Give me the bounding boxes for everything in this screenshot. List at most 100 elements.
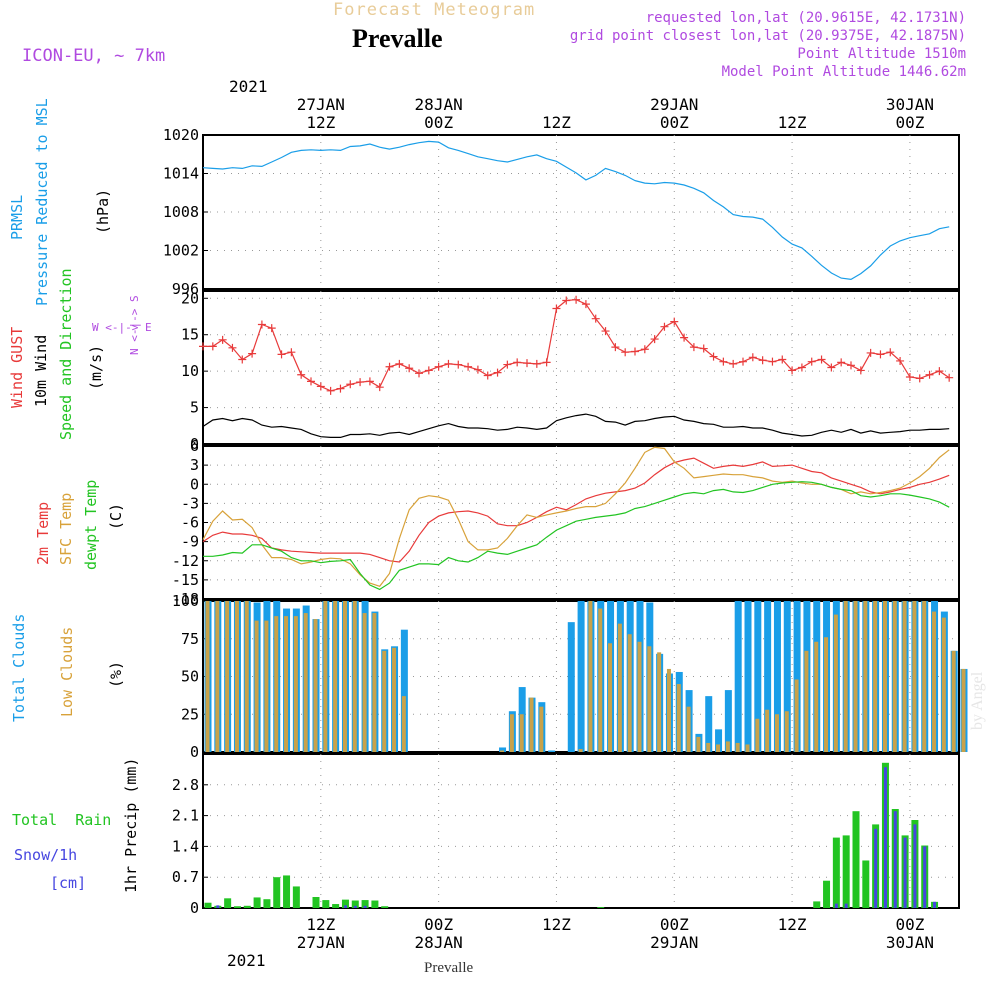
pressure-ytick-label: 1002 xyxy=(163,242,199,260)
total-cloud-bar xyxy=(734,601,742,752)
requested-coords: requested lon,lat (20.9615E, 42.1731N) xyxy=(645,10,966,26)
low-cloud-bar xyxy=(725,741,730,752)
gust-line-marker xyxy=(228,343,237,352)
wind-ytick-label: 0 xyxy=(190,435,199,453)
low-cloud-bar xyxy=(598,608,603,752)
low-cloud-bar xyxy=(647,646,652,752)
rain-bar xyxy=(813,901,821,908)
total-cloud-bar xyxy=(783,601,791,752)
gust-line-marker xyxy=(483,371,492,380)
low-cloud-bar xyxy=(637,641,642,752)
temp-ytick-label: -9 xyxy=(181,533,199,551)
low-cloud-bar xyxy=(873,601,878,752)
precip-ytick-label: 2.1 xyxy=(172,807,199,825)
low-cloud-bar xyxy=(519,714,524,752)
wind10-line xyxy=(202,413,950,438)
rain-bar xyxy=(273,877,281,908)
wind-ytick-label: 5 xyxy=(190,399,199,417)
rain-bar xyxy=(224,898,232,908)
gridpoint-coords: grid point closest lon,lat (20.9375E, 42… xyxy=(569,28,966,44)
total-cloud-bar xyxy=(705,696,713,752)
gust-line-marker xyxy=(650,335,659,344)
gust-line-marker xyxy=(473,365,482,374)
top-year: 2021 xyxy=(229,77,268,96)
low-cloud-bar xyxy=(853,601,858,752)
gust-line-marker xyxy=(945,373,954,382)
total-cloud-bar xyxy=(715,729,723,752)
pressure-ytick-label: 1008 xyxy=(163,203,199,221)
gust-line-marker xyxy=(817,355,826,364)
gust-line-marker xyxy=(257,320,266,329)
total-cloud-bar xyxy=(548,750,556,752)
rain-bar xyxy=(253,897,261,908)
gust-line-marker xyxy=(935,367,944,376)
rain-bar xyxy=(312,897,320,908)
low-cloud-bar xyxy=(578,748,583,752)
gust-line-marker xyxy=(346,380,355,389)
gust-line-marker xyxy=(778,355,787,364)
low-cloud-bar xyxy=(716,744,721,752)
bottom-hour-label: 12Z xyxy=(542,915,571,934)
gust-line-marker xyxy=(758,356,767,365)
precip-ytick-label: 0.7 xyxy=(172,868,199,886)
gust-line-marker xyxy=(248,349,257,358)
gust-line-marker xyxy=(523,359,531,368)
precip-frame xyxy=(202,753,960,909)
rain-bar xyxy=(842,835,850,908)
point-altitude: Point Altitude 1510m xyxy=(797,46,966,62)
top-day-label: 28JAN xyxy=(415,95,463,114)
precip-ytick-label: 0 xyxy=(190,899,199,917)
low-cloud-bar xyxy=(342,601,347,752)
gust-line-marker xyxy=(218,335,227,344)
snow-bar xyxy=(883,767,887,908)
low-cloud-bar xyxy=(401,696,406,752)
low-cloud-bar xyxy=(333,601,338,752)
low-cloud-bar xyxy=(794,679,799,752)
gust-line-marker xyxy=(699,344,708,353)
gust-line-marker xyxy=(513,358,522,367)
pressure-ytick-label: 996 xyxy=(172,280,199,298)
pressure-line xyxy=(202,140,950,281)
model-name: ICON-EU, ~ 7km xyxy=(22,46,166,66)
gust-line-marker xyxy=(365,377,374,386)
gust-line-marker xyxy=(532,359,541,368)
chart-subtitle: Forecast Meteogram xyxy=(333,0,536,20)
gust-line-marker xyxy=(768,357,777,366)
pressure-labels: PRMSL Pressure Reduced to MSL (hPa) xyxy=(8,98,112,306)
snow-bar xyxy=(216,905,220,908)
rain-bar xyxy=(332,904,340,908)
gust-line-marker xyxy=(238,355,247,364)
rain-bar xyxy=(283,875,291,908)
low-cloud-bar xyxy=(323,601,328,752)
rain-bar xyxy=(852,811,860,908)
gust-line-marker xyxy=(866,348,875,357)
low-cloud-bar xyxy=(608,643,613,752)
snow-unit-label: [cm] xyxy=(50,874,86,892)
gust-line-marker xyxy=(434,362,443,371)
top-hour-label: 12Z xyxy=(542,113,571,132)
low-cloud-bar xyxy=(500,750,505,752)
low-cloud-bar xyxy=(804,650,809,752)
total-cloud-bar xyxy=(577,601,585,752)
snow-bar xyxy=(913,824,917,908)
gust-line-marker xyxy=(297,370,306,379)
footer-station: Prevalle xyxy=(424,960,473,976)
low-cloud-bar xyxy=(706,742,711,752)
rain-bar xyxy=(341,899,349,908)
low-cloud-bar xyxy=(892,601,897,752)
pressure-label-1: PRMSL xyxy=(8,195,26,240)
low-cloud-bar xyxy=(362,613,367,752)
gust-line-marker xyxy=(739,357,747,366)
gust-line-marker xyxy=(621,348,630,357)
snow-bar xyxy=(903,837,907,908)
low-cloud-bar xyxy=(745,744,750,752)
bottom-year: 2021 xyxy=(227,951,266,970)
gust-line-marker xyxy=(464,362,473,371)
bottom-day-label: 28JAN xyxy=(415,933,463,952)
total-cloud-bar xyxy=(400,629,408,752)
gust-line-marker xyxy=(395,359,404,368)
low-cloud-bar xyxy=(293,616,298,752)
pressure-panel: 996 1002 1008 1014 1020 xyxy=(163,126,960,298)
gust-line-marker xyxy=(631,347,639,356)
